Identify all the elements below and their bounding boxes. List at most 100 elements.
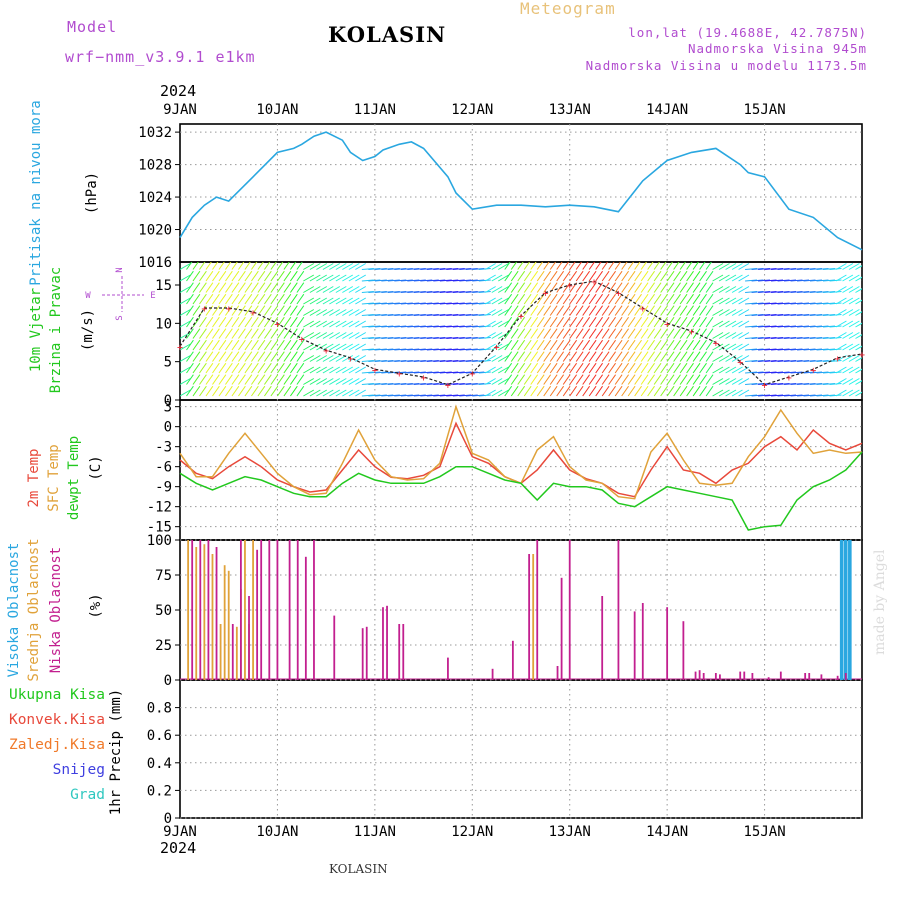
wind-barb — [257, 262, 264, 270]
wind-barb — [192, 339, 201, 351]
wind-barb — [751, 267, 764, 270]
wind-barb — [758, 302, 771, 305]
wind-barb — [439, 302, 452, 305]
wind-barb — [758, 348, 771, 351]
wind-barb — [543, 339, 552, 351]
wind-barb — [556, 262, 563, 270]
wind-barb — [192, 362, 201, 374]
wind-barb — [394, 382, 407, 385]
wind-barb — [225, 262, 232, 270]
wind-barb — [595, 293, 603, 305]
cloud-low-bar — [296, 540, 299, 680]
cloud-low-bar — [836, 675, 839, 680]
wind-barb — [829, 267, 842, 270]
cloud-low-bar — [702, 673, 705, 680]
wind-barb — [822, 267, 836, 270]
wind-barb — [491, 366, 503, 374]
wind-gust-marker: + — [786, 373, 792, 384]
cloud-low-bar — [386, 605, 388, 680]
wind-barb — [530, 374, 539, 385]
precip-legend-item: Ukupna Kisa — [9, 687, 105, 703]
wind-barb — [439, 359, 452, 362]
wind-barb — [855, 368, 862, 374]
wind-barb — [290, 282, 298, 293]
wind-barb — [342, 309, 354, 316]
wind-barb — [660, 362, 668, 374]
wind-barb — [322, 286, 334, 293]
wind-barb — [784, 371, 797, 374]
cloud-mid-bar — [203, 544, 206, 680]
wind-barb — [705, 305, 714, 316]
wind-barb — [848, 366, 860, 374]
wind-barb — [718, 274, 730, 282]
wind-barb — [608, 362, 616, 374]
wind-barb — [738, 309, 750, 316]
wind-barb — [303, 263, 315, 270]
wind-barb — [822, 382, 836, 385]
wind-barb — [653, 328, 662, 339]
cloud-low-bar — [256, 549, 259, 680]
wind-barb — [472, 336, 485, 339]
wind-barb — [277, 351, 285, 362]
wind-barb — [790, 279, 803, 282]
wind-barb — [731, 297, 743, 305]
wind-barb — [660, 328, 668, 339]
wind-barb — [738, 286, 750, 293]
wind-barb — [745, 290, 758, 293]
y-tick-label: -12 — [147, 500, 172, 516]
wind-barb — [355, 378, 367, 385]
wind-barb — [335, 309, 347, 316]
wind-barb — [803, 371, 816, 374]
wind-barb — [653, 262, 661, 270]
wind-barb — [764, 313, 777, 316]
wind-barb — [316, 286, 328, 293]
wind-barb — [686, 316, 694, 328]
wind-barb — [264, 328, 272, 339]
wind-barb — [725, 343, 737, 351]
wind-barb — [452, 290, 465, 293]
wind-barb — [355, 297, 367, 305]
wind-barb — [575, 282, 584, 293]
wind-barb — [491, 320, 503, 328]
wind-barb — [835, 309, 847, 316]
wind-barb — [666, 351, 675, 362]
wind-barb — [627, 339, 636, 351]
wind-barb — [784, 382, 797, 385]
wind-barb — [549, 316, 558, 328]
wind-barb — [718, 355, 730, 362]
wind-barb — [485, 286, 496, 293]
wind-barb — [420, 290, 433, 293]
wind-barb — [218, 270, 227, 282]
wind-barb — [180, 263, 191, 270]
wind-barb — [270, 282, 279, 293]
wind-barb — [472, 371, 485, 374]
wind-barb — [413, 336, 426, 339]
wind-barb — [614, 374, 623, 385]
wind-barb — [180, 320, 191, 328]
wind-barb — [816, 302, 829, 305]
wind-barb — [348, 355, 360, 362]
wind-barb — [647, 293, 655, 305]
wind-barb — [452, 348, 465, 351]
wind-barb — [498, 263, 509, 270]
cloud-low-bar — [633, 611, 636, 680]
wind-barb — [758, 313, 771, 316]
wind-barb — [588, 270, 597, 282]
wind-barb — [218, 385, 227, 397]
wind-barb — [478, 267, 491, 270]
wind-barb — [777, 313, 790, 316]
wind-barb — [809, 325, 823, 328]
wind-barb — [192, 316, 201, 328]
wind-barb — [244, 339, 253, 351]
wind-barb — [465, 336, 478, 339]
wind-barb — [530, 305, 539, 316]
wind-barb — [199, 293, 207, 305]
cloud-low-bar — [382, 607, 384, 680]
wind-barb — [225, 385, 233, 397]
precip-legend-item: Zaledj.Kisa — [9, 737, 105, 753]
wind-barb — [575, 262, 583, 270]
wind-barb — [244, 385, 253, 397]
wind-barb — [277, 293, 285, 305]
wind-barbs-field — [180, 262, 862, 397]
wind-barb — [368, 313, 381, 316]
